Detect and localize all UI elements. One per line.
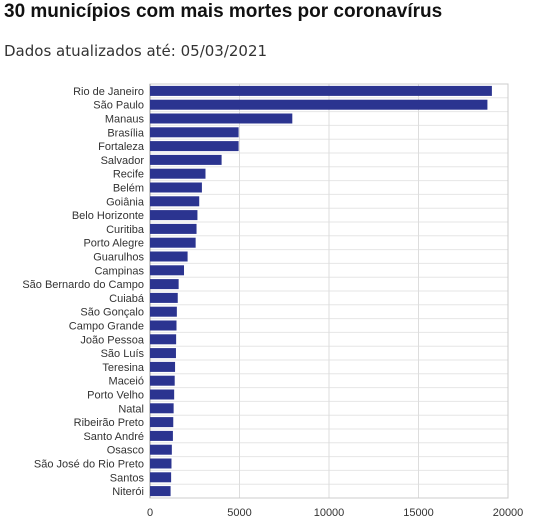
category-label: Cuiabá <box>109 293 145 305</box>
x-tick-label: 15000 <box>403 507 434 519</box>
category-label: Teresina <box>102 362 144 374</box>
bar <box>150 223 197 234</box>
bar <box>150 168 206 179</box>
category-label: João Pessoa <box>80 334 144 346</box>
category-label: Goiânia <box>106 196 145 208</box>
category-label: Ribeirão Preto <box>74 417 144 429</box>
category-label: São José do Rio Preto <box>34 459 144 471</box>
bar <box>150 292 178 303</box>
category-label: Salvador <box>101 155 145 167</box>
x-tick-label: 20000 <box>493 507 524 519</box>
category-label: São Luís <box>101 348 145 360</box>
category-label: São Bernardo do Campo <box>22 279 144 291</box>
bar <box>150 361 176 372</box>
category-label: Santo André <box>83 431 144 443</box>
bar <box>150 237 196 248</box>
bar <box>150 334 177 345</box>
category-label: Curitiba <box>106 224 145 236</box>
bar <box>150 196 200 207</box>
bar <box>150 430 173 441</box>
bar <box>150 210 198 221</box>
category-label: Manaus <box>105 114 145 126</box>
category-label: Belo Horizonte <box>72 210 144 222</box>
bar <box>150 444 172 455</box>
bar <box>150 348 176 359</box>
bars-layer <box>150 85 492 497</box>
bar <box>150 320 177 331</box>
bar <box>150 279 179 290</box>
x-tick-label: 10000 <box>314 507 345 519</box>
bar <box>150 375 175 386</box>
category-label: Brasília <box>107 127 145 139</box>
category-label: Porto Alegre <box>83 238 144 250</box>
x-tick-label: 0 <box>147 507 153 519</box>
bar <box>150 417 174 428</box>
bar <box>150 127 239 138</box>
category-label: Natal <box>118 403 144 415</box>
category-label: São Paulo <box>93 100 144 112</box>
bar <box>150 403 174 414</box>
bar <box>150 182 202 193</box>
category-label: Guarulhos <box>93 252 144 264</box>
category-label: Fortaleza <box>98 141 145 153</box>
category-label: Rio de Janeiro <box>73 86 144 98</box>
x-tick-label: 5000 <box>227 507 251 519</box>
category-label: Santos <box>110 472 145 484</box>
bar <box>150 265 185 276</box>
bar <box>150 486 171 497</box>
category-label: Belém <box>113 183 144 195</box>
bar <box>150 251 188 262</box>
chart-title: 30 municípios com mais mortes por corona… <box>4 1 443 22</box>
bar <box>150 306 177 317</box>
x-axis-ticks: 0 5000 10000 15000 20000 <box>147 507 523 519</box>
category-label: Niterói <box>112 486 144 498</box>
category-label: Osasco <box>107 445 144 457</box>
chart-subtitle: Dados atualizados até: 05/03/2021 <box>4 42 268 60</box>
category-label: São Gonçalo <box>80 307 144 319</box>
category-label: Campinas <box>94 265 144 277</box>
category-label: Campo Grande <box>69 321 144 333</box>
bar <box>150 154 222 165</box>
category-label: Porto Velho <box>87 390 144 402</box>
bar <box>150 472 172 483</box>
category-label: Maceió <box>109 376 144 388</box>
bar <box>150 141 239 152</box>
bar <box>150 458 172 469</box>
bar <box>150 85 492 96</box>
bar <box>150 389 175 400</box>
category-label: Recife <box>113 169 144 181</box>
bar <box>150 99 488 110</box>
bar <box>150 113 293 124</box>
grid-layer <box>149 83 509 499</box>
